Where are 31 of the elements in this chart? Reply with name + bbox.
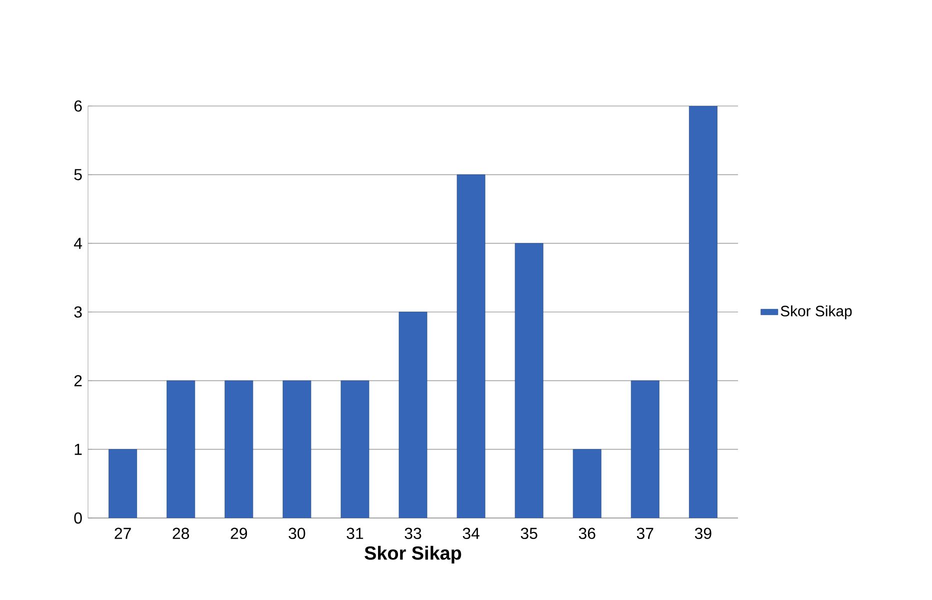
y-tick-label: 2 [74,375,82,386]
x-tick-label: 34 [462,528,480,540]
x-tick-label: 30 [288,528,306,540]
bar [108,449,138,518]
bar [630,380,660,518]
x-tick-label: 31 [346,528,364,540]
bar [398,312,428,518]
bar [514,243,544,518]
x-tick-label: 36 [578,528,596,540]
x-tick-label: 27 [114,528,131,539]
y-tick-label: 6 [74,100,82,112]
x-tick-label: 37 [636,528,654,540]
bar [572,449,602,518]
y-tick-label: 1 [74,444,82,455]
y-tick-label: 3 [74,306,82,318]
bar [282,380,312,518]
x-axis-title: Skor Sikap [364,546,462,564]
bar [688,106,718,518]
x-tick-label: 29 [230,528,247,540]
bar [166,380,196,518]
y-tick-label: 5 [74,169,82,180]
x-tick-label: 28 [172,528,190,540]
legend-label: Skor Sikap [780,305,852,320]
y-tick-label: 4 [74,238,82,249]
bar [340,380,370,518]
x-tick-label: 33 [404,528,422,540]
x-tick-label: 39 [694,528,712,540]
bar [456,174,486,518]
y-tick-label: 0 [74,512,82,524]
x-tick-label: 35 [520,528,538,540]
bar [224,380,254,518]
